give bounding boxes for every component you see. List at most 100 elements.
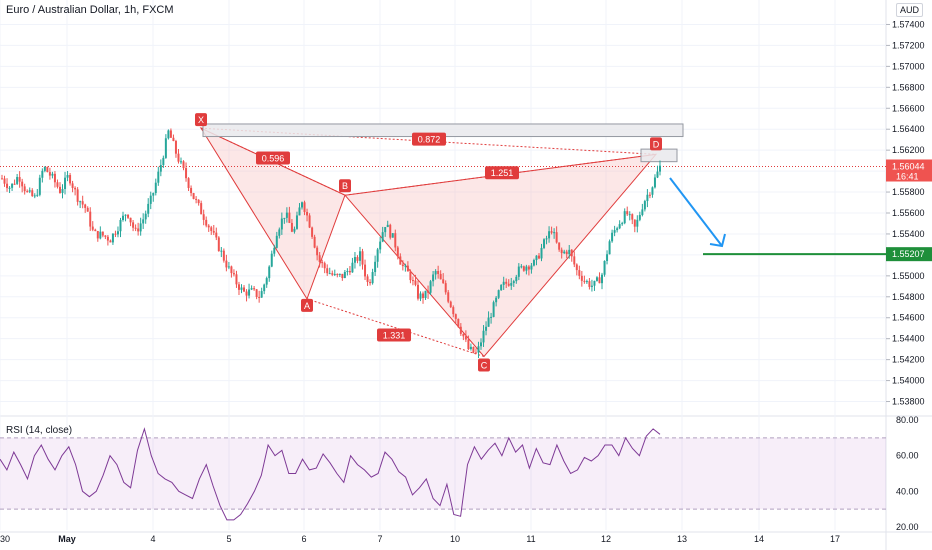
time-tick-label: 6 [301,534,306,544]
candle-body [245,291,248,296]
time-axis[interactable]: 30 May 4 5 6 7 10 11 12 13 14 17 [0,534,840,544]
candle-body [356,257,359,261]
time-tick-label: May [58,534,76,544]
candle-body [79,201,82,203]
candle-body [590,285,593,287]
candle-body [510,283,513,286]
rsi-title[interactable]: RSI (14, close) [6,425,73,436]
candle-body [16,177,19,184]
candle-body [636,219,639,227]
candle-body [333,273,336,275]
candle-body [391,233,394,238]
candle-body [174,141,177,154]
candle-body [545,238,548,240]
candle-body [404,265,407,267]
candle-body [555,232,558,243]
candle-body [270,253,273,267]
candle-body [364,264,367,277]
candle-body [326,268,329,274]
candle-body [283,217,286,219]
candle-body [641,209,644,215]
ratio-labels: 0.596 0.872 1.251 1.331 [256,132,519,342]
currency-button[interactable]: AUD [896,3,924,17]
candle-body [507,283,510,286]
candle-body [653,177,656,188]
svg-text:C: C [481,360,488,370]
candle-body [563,251,566,254]
candle-body [132,222,135,228]
candle-body [369,281,372,284]
candle-body [230,266,233,274]
candle-body [598,277,601,284]
candle-body [399,256,402,265]
candle-body [124,214,127,216]
candle-body [101,231,104,236]
candle-body [41,170,44,178]
candle-body [149,195,152,204]
candle-body [81,201,84,205]
candle-body [84,204,87,208]
candle-body [94,229,97,232]
candle-body [222,250,225,261]
candle-body [293,228,296,232]
candle-body [313,236,316,248]
candle-body [482,330,485,343]
svg-text:0.872: 0.872 [418,135,441,145]
time-tick-label: 5 [226,534,231,544]
candle-body [527,266,530,270]
candle-body [76,189,79,202]
candle-body [578,270,581,276]
candle-body [530,265,533,270]
candle-body [606,254,609,261]
candle-body [89,211,92,227]
candle-body [240,287,243,290]
candle-body [265,278,268,285]
candle-body [99,231,102,239]
candle-body [154,182,157,193]
candle-body [316,247,319,256]
candle-body [104,235,107,237]
point-c-label: C [478,358,490,372]
price-tick-label: 1.54400 [892,334,925,344]
candle-body [21,181,24,187]
candle-body [142,219,145,224]
candle-body [424,290,427,299]
rsi-panel[interactable] [0,427,886,521]
point-a-label: A [301,298,313,312]
candle-body [411,280,414,282]
candle-body [64,177,67,190]
candle-body [621,223,624,225]
candle-body [162,157,165,165]
candle-body [601,274,604,284]
price-axis[interactable]: 1.57400 1.57200 1.57000 1.56800 1.56600 1.564… [886,19,925,407]
candle-body [439,273,442,280]
candle-body [573,256,576,265]
candle-body [200,203,203,215]
point-x-label: X [195,113,207,127]
price-tick-label: 1.54000 [892,376,925,386]
symbol-title[interactable]: Euro / Australian Dollar, 1h, FXCM [6,4,174,16]
candle-body [568,249,571,255]
candle-body [457,318,460,327]
candle-body [381,232,384,242]
candle-body [505,281,508,284]
rsi-axis: 80.00 60.00 40.00 20.00 [896,415,919,532]
candle-body [396,247,399,257]
candle-body [401,264,404,267]
candle-body [353,257,356,263]
price-tick-label: 1.57200 [892,40,925,50]
candle-body [215,232,218,238]
candle-body [336,273,339,275]
time-tick-label: 11 [526,534,535,544]
forecast-arrow[interactable] [669,177,726,248]
candle-body [537,255,540,259]
ratio-ac-label: 1.331 [377,328,411,342]
candle-body [638,214,641,220]
candle-body [422,293,425,299]
candle-body [260,291,263,298]
candle-body [565,251,568,255]
candle-body [306,211,309,216]
candle-body [429,281,432,293]
entry-zone[interactable] [640,148,678,163]
